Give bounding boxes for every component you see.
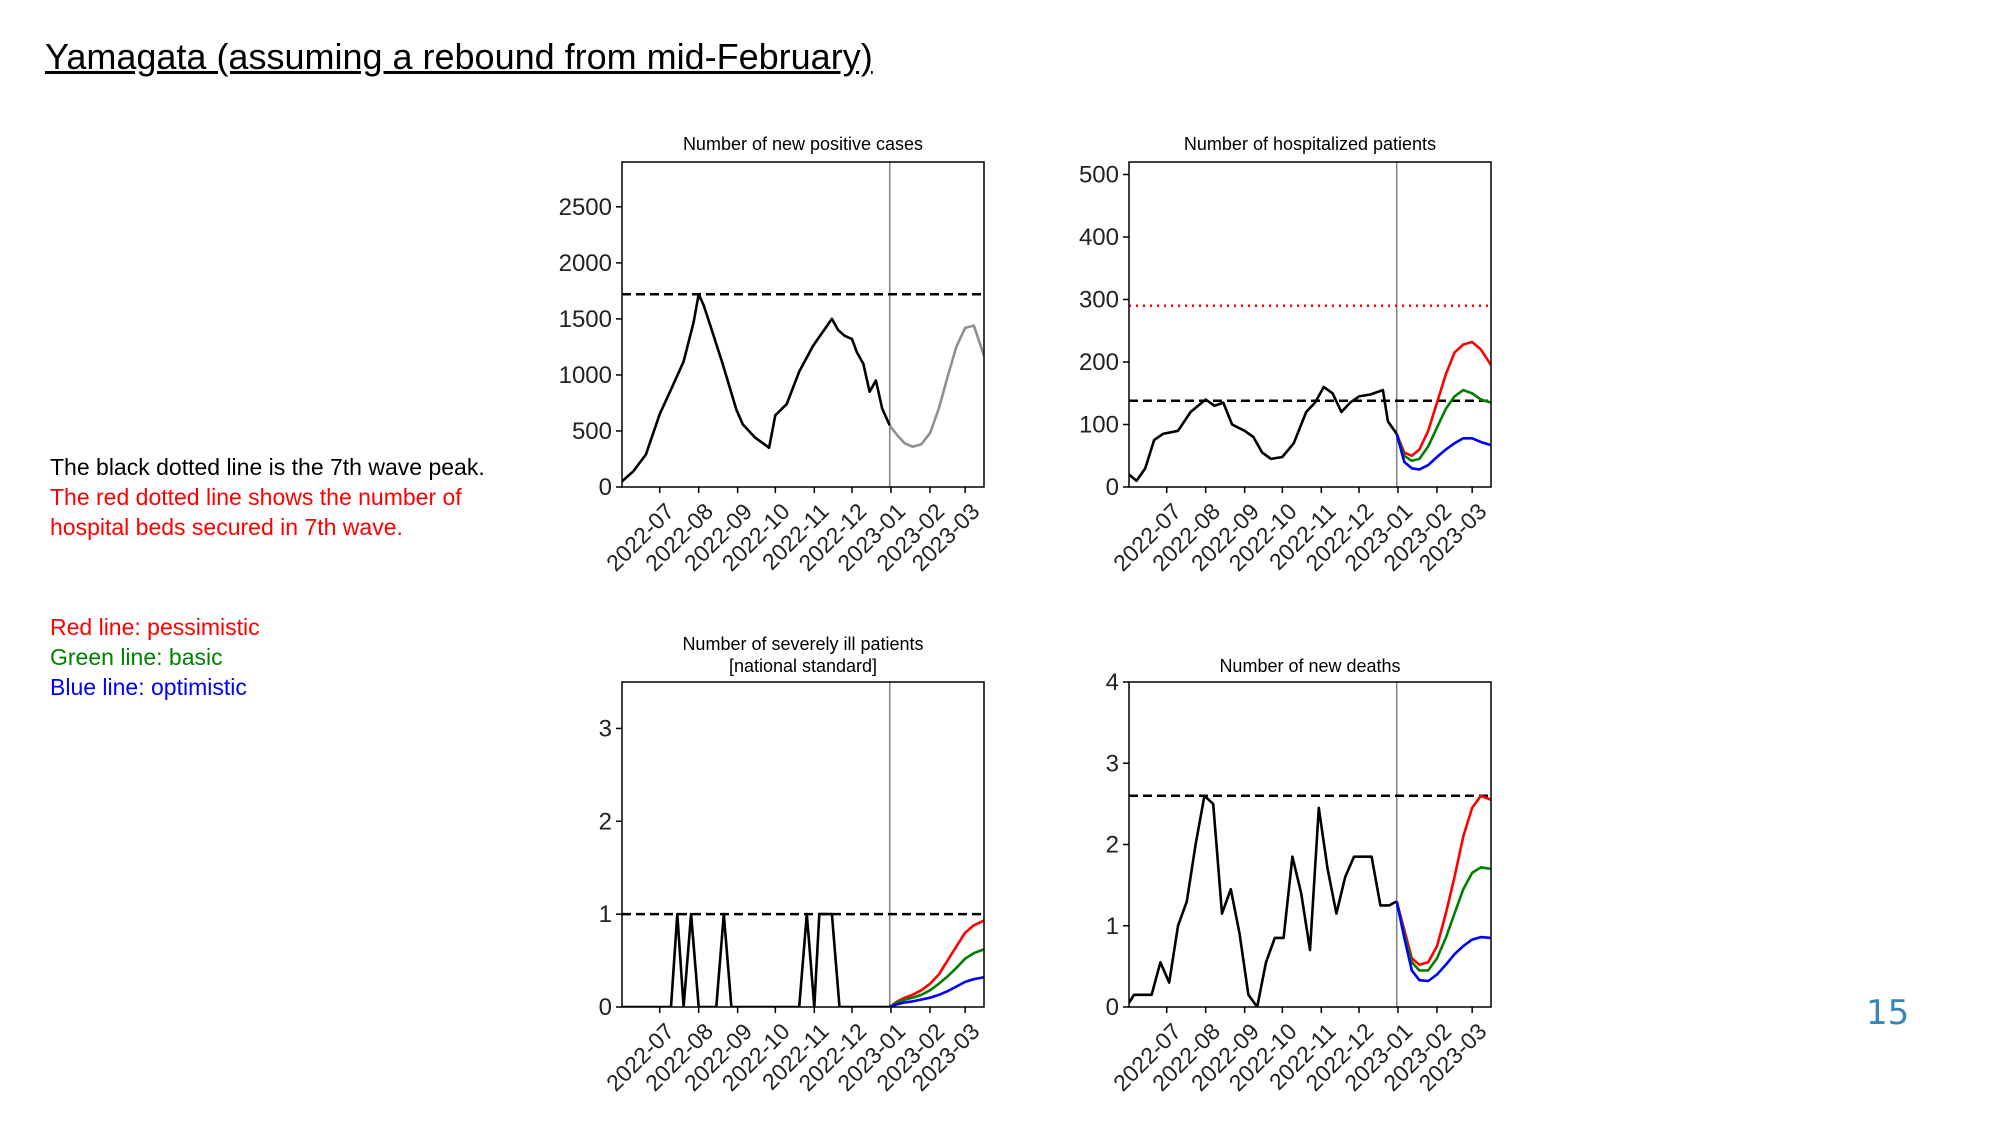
note-red-line-2: hospital beds secured in 7th wave.: [50, 514, 403, 540]
chart-subtitle: [national standard]: [729, 656, 877, 676]
y-tick-label: 2500: [559, 194, 612, 221]
y-tick-label: 1500: [559, 306, 612, 333]
note-black-line: The black dotted line is the 7th wave pe…: [50, 454, 485, 480]
y-tick-label: 1: [1106, 913, 1119, 940]
series-line-actual: [1129, 385, 1398, 483]
series-line-optimistic: [1395, 433, 1491, 471]
series-line-basic: [1395, 865, 1491, 972]
y-tick-label: 1000: [559, 362, 612, 389]
y-tick-label: 3: [599, 715, 612, 742]
legend-optimistic: Blue line: optimistic: [50, 674, 247, 700]
series-group: [622, 292, 984, 483]
series-line-projection: [888, 324, 984, 449]
chart-title: Number of severely ill patients: [682, 634, 923, 654]
y-tick-label: 400: [1079, 224, 1119, 251]
series-line-pessimistic: [1395, 340, 1491, 458]
series-line-actual: [622, 292, 891, 483]
series-group: [1129, 794, 1491, 1007]
y-tick-label: 300: [1079, 287, 1119, 314]
y-tick-label: 500: [1079, 162, 1119, 189]
y-tick-label: 0: [1106, 994, 1119, 1021]
series-line-optimistic: [889, 976, 984, 1007]
y-tick-label: 0: [599, 994, 612, 1021]
plot-frame: [1128, 161, 1492, 488]
series-group: [1129, 340, 1491, 483]
y-tick-label: 4: [1106, 669, 1119, 696]
series-line-actual: [622, 912, 890, 1007]
y-tick-label: 2: [599, 808, 612, 835]
series-line-basic: [889, 948, 984, 1007]
series-line-basic: [1395, 388, 1491, 463]
y-tick-label: 2: [1106, 832, 1119, 859]
y-tick-label: 0: [599, 474, 612, 501]
chart-title: Number of new positive cases: [683, 134, 923, 154]
series-line-pessimistic: [888, 919, 984, 1007]
y-tick-label: 100: [1079, 412, 1119, 439]
series-line-optimistic: [1395, 901, 1491, 983]
chart-title: Number of new deaths: [1219, 656, 1400, 676]
note-red-line-1: The red dotted line shows the number of: [50, 484, 462, 510]
chart-title: Number of hospitalized patients: [1184, 134, 1436, 154]
legend-basic: Green line: basic: [50, 644, 223, 670]
series-line-actual: [1129, 794, 1398, 1007]
plot-frame: [621, 161, 985, 488]
y-tick-label: 1: [599, 901, 612, 928]
page-number: 15: [1866, 993, 1910, 1033]
y-tick-label: 2000: [559, 250, 612, 277]
series-group: [622, 912, 984, 1007]
slide-title: Yamagata (assuming a rebound from mid-Fe…: [45, 36, 873, 77]
y-tick-label: 0: [1106, 474, 1119, 501]
plot-frame: [621, 681, 985, 1008]
legend-pessimistic: Red line: pessimistic: [50, 614, 260, 640]
y-tick-label: 200: [1079, 349, 1119, 376]
y-tick-label: 3: [1106, 750, 1119, 777]
y-tick-label: 500: [572, 418, 612, 445]
